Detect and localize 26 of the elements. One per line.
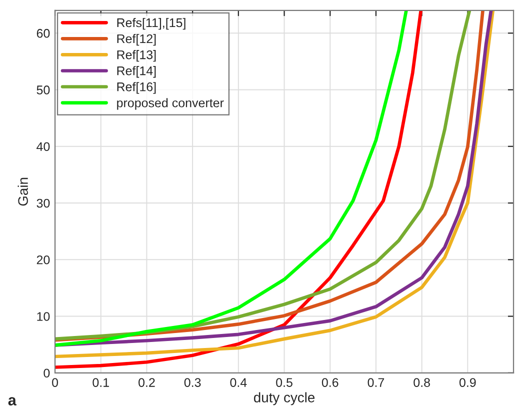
x-tick-label: 0.4 [230, 378, 247, 387]
y-tick-label: 60 [36, 28, 50, 38]
y-tick-label: 50 [36, 86, 50, 94]
y-tick-label: 30 [36, 198, 50, 208]
x-tick-label: 0 [52, 378, 58, 387]
y-axis-title: Gain [18, 178, 28, 206]
y-tick-label: 40 [36, 142, 50, 152]
legend-label: Ref[16] [117, 82, 156, 94]
text: a [8, 397, 16, 406]
legend-label: Refs[11],[15] [117, 18, 186, 30]
legend-label: Ref[14] [117, 66, 156, 78]
x-tick-label: 0.7 [368, 378, 384, 387]
y-tick-label: 0 [44, 368, 50, 378]
x-tick-label: 0.9 [459, 378, 476, 387]
legend-label: Ref[12] [117, 34, 156, 46]
x-tick-label: 0.6 [322, 378, 338, 387]
y-tick-label: 20 [36, 255, 50, 264]
x-axis-title: duty cycle [254, 392, 315, 406]
legend-label: proposed converter [117, 98, 224, 110]
x-tick-label: 0.8 [414, 378, 430, 387]
legend-label: Ref[13] [117, 50, 156, 62]
x-tick-label: 0.2 [138, 378, 155, 387]
x-tick-label: 0.1 [92, 378, 109, 387]
y-tick-label: 10 [37, 312, 50, 321]
x-tick-label: 0.3 [184, 378, 201, 387]
x-tick-label: 0.5 [276, 378, 292, 387]
